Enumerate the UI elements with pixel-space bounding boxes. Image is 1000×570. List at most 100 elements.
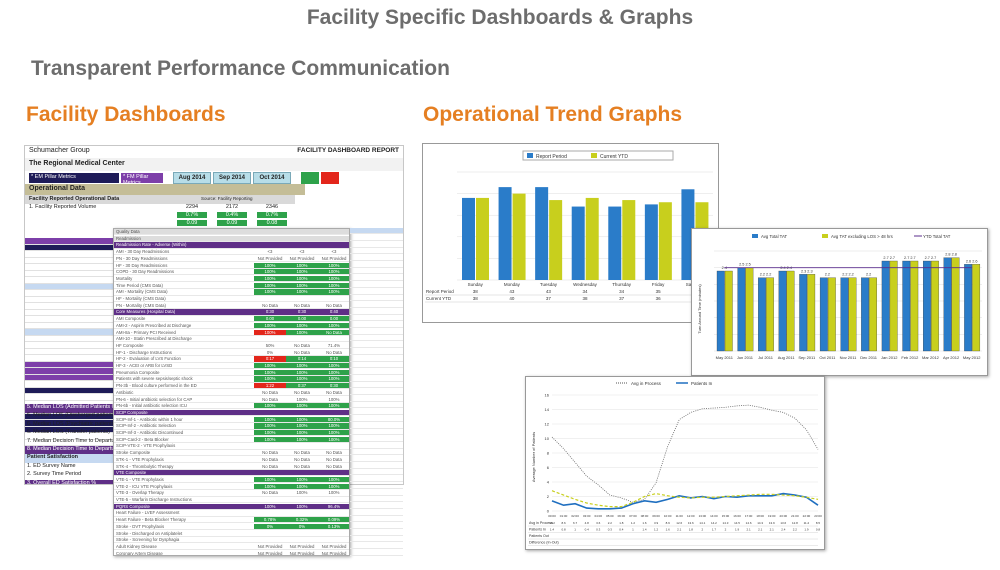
quality-row-label: Patients with severe sepsis/septic shock (116, 376, 193, 382)
left-column-row (25, 407, 125, 414)
quality-row: Patients with severe sepsis/septic shock… (114, 376, 349, 383)
left-column-row (25, 283, 125, 290)
quality-row-label: Adult Kidney Disease (116, 543, 157, 549)
quality-thresholds-column (350, 228, 403, 556)
quality-row: AMI - Mortality (CMS Data) 100% 100% 100% (114, 289, 349, 296)
quality-value-cell: No Data (262, 302, 278, 308)
quality-value-cell: No Data (294, 349, 310, 355)
quality-row: HF - 30 Day Readmissions 100% 100% 100% (114, 262, 349, 269)
x-tick-label: Monday (504, 282, 521, 287)
quality-value-cell: 100% (286, 289, 318, 295)
quality-row: Quality Data (114, 229, 349, 236)
value-cell: 0.7% (257, 212, 287, 218)
quality-value-cell: 100% (286, 275, 318, 282)
bar (861, 277, 869, 352)
x-tick-label: 04:00 (595, 514, 603, 518)
quality-value-cell (254, 470, 286, 475)
bar (807, 274, 816, 352)
quality-value-cell (254, 497, 286, 502)
x-tick-label: Jan 2012 (881, 355, 898, 360)
threshold-row (350, 248, 403, 255)
left-column-row (25, 329, 125, 336)
quality-value-cell (254, 531, 286, 536)
quality-value-cell: 100% (286, 436, 318, 442)
quality-value-cell: 100% (254, 416, 286, 422)
threshold-row (350, 268, 403, 275)
threshold-row (350, 456, 403, 463)
threshold-row (350, 523, 403, 530)
quality-value-cell: Not Provided (257, 550, 283, 556)
left-column-row (25, 342, 125, 349)
y-tick-label: 16 (545, 393, 550, 398)
left-column-row (25, 420, 125, 427)
threshold-row (350, 322, 403, 329)
quality-row-label: PN - Mortality (CMS Data) (116, 302, 166, 308)
quality-row: PN-6 - Initial antibiotic selection for … (114, 397, 349, 403)
threshold-row (350, 362, 403, 369)
quality-row: Heart Failure - LVEF Assessment (114, 510, 349, 517)
x-tick-label: Jul 2011 (758, 355, 774, 360)
quality-row-label: PN-3b - Blood culture performed in the E… (116, 383, 197, 389)
left-column-row (25, 381, 125, 388)
left-column-row (25, 336, 125, 342)
table-row-label: Patients In (529, 528, 546, 532)
quality-value-cell (318, 510, 349, 515)
quality-value-cell: 0.13% (318, 523, 349, 530)
legend-box (522, 150, 674, 161)
quality-row-label: SCIP-Inf-1 - Antibiotic within 1 hour (116, 416, 183, 422)
threshold-row (350, 288, 403, 295)
quality-value-cell: 100% (286, 269, 318, 275)
quality-value-cell: 0:37 (286, 383, 318, 389)
quality-value-cell: 100% (254, 363, 286, 369)
legend-swatch (527, 153, 533, 158)
data-label: 2.2 (866, 273, 871, 277)
quality-value-cell: 1:22 (254, 383, 286, 389)
quality-value-cell: Not Provided (257, 543, 283, 549)
table-value: 12.6 (676, 521, 682, 525)
quality-value-cell: 0:30 (318, 383, 349, 389)
table-value: 36 (656, 296, 662, 301)
x-tick-label: 18:00 (756, 514, 764, 518)
table-value: 3.6 (596, 521, 601, 525)
threshold-row (350, 275, 403, 282)
quality-value-cell (286, 336, 318, 341)
group-name: Schumacher Group (29, 147, 90, 154)
bar (943, 257, 952, 352)
quality-value-cell: 0% (254, 523, 286, 530)
quality-row-label: Pneumonia Composite (116, 369, 160, 375)
y-tick-label: 8 (547, 451, 550, 456)
left-column-row (25, 440, 125, 446)
quality-row-label: AMI - 30 Day Readmissions (116, 249, 170, 255)
source-label: Source: Facility Reporting (201, 196, 253, 201)
quality-value-cell: Not Provided (257, 255, 283, 261)
patients-in-process-chart: Avg in Process Patients In Average Number … (525, 376, 825, 550)
quality-row: SCIP-Card-2 - Beta Blocker 100% 100% 100% (114, 436, 349, 443)
quality-value-cell: 0.32% (286, 517, 318, 523)
x-tick-label: Tuesday (540, 282, 558, 287)
quality-value-cell (318, 497, 349, 502)
quality-value-cell (286, 410, 318, 415)
series-line (551, 492, 819, 510)
threshold-row (350, 396, 403, 402)
x-tick-label: Mar 2012 (922, 355, 940, 360)
left-column-row (25, 374, 125, 381)
quality-row-label: STK-4 - Thrombolytic Therapy (116, 463, 174, 469)
x-tick-label: Jun 2011 (737, 355, 754, 360)
bar (535, 187, 549, 280)
quality-row: COPD - 30 Day Readmissions 100% 100% 100% (114, 269, 349, 276)
quality-row-label: Time Period (CMS Data) (116, 282, 163, 288)
table-value: 0.3 (596, 528, 601, 532)
threshold-row (350, 436, 403, 442)
weekday-volume-chart: Report Period Current YTD Sunday Monday Tues… (422, 143, 719, 323)
bar (512, 193, 526, 280)
quality-value-cell (286, 236, 318, 241)
threshold-row (350, 255, 403, 262)
quality-value-cell (254, 510, 286, 515)
threshold-row (350, 543, 403, 550)
quality-value-cell: 100% (286, 262, 318, 268)
left-column-item: Patient Satisfaction (25, 454, 125, 464)
left-column-row (25, 297, 125, 303)
table-value: 1.9 (804, 528, 809, 532)
legend-swatch-green (301, 172, 319, 184)
x-tick-label: 05:00 (606, 514, 614, 518)
